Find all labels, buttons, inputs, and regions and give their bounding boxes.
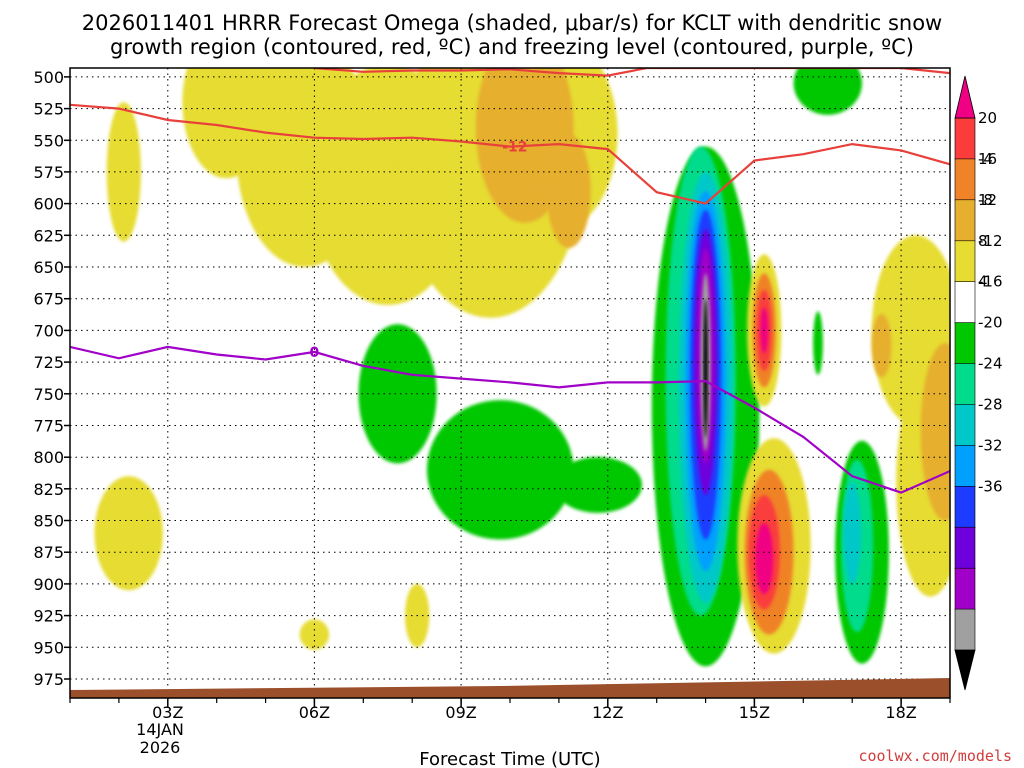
- y-tick-label-900: 900: [33, 575, 64, 594]
- colorbar-label-11: -24: [978, 355, 1003, 373]
- y-tick-label-600: 600: [33, 195, 64, 214]
- omega-contour-region-5: [182, 68, 271, 179]
- colorbar-label-6: -4: [978, 150, 993, 168]
- y-tick-label-800: 800: [33, 448, 64, 467]
- colorbar-swatch-1: [954, 117, 976, 160]
- contour-line-1: [70, 103, 950, 205]
- colorbar-arrow-bottom: [954, 649, 976, 691]
- y-tick-label-975: 975: [33, 670, 64, 689]
- y-tick-label-675: 675: [33, 290, 64, 309]
- omega-contour-region-40: [755, 523, 773, 595]
- contour-line-2: [314, 68, 950, 77]
- colorbar-swatch-13: [954, 608, 976, 651]
- omega-contour-region-20: [813, 311, 823, 375]
- chart-title-line-2: growth region (contoured, red, ºC) and f…: [110, 35, 914, 59]
- omega-contour-region-6: [106, 102, 141, 242]
- y-tick-label-700: 700: [33, 321, 64, 340]
- omega-contour-region-32: [843, 482, 861, 584]
- x-tick-label-06Z: 06Z: [299, 703, 330, 722]
- y-tick-label-775: 775: [33, 417, 64, 436]
- colorbar-swatch-7: [954, 363, 976, 406]
- y-tick-label-550: 550: [33, 131, 64, 150]
- colorbar-swatch-4: [954, 240, 976, 283]
- colorbar-label-10: -20: [978, 314, 1003, 332]
- date-label-year: 2026: [140, 738, 181, 757]
- x-axis-label: Forecast Time (UTC): [419, 749, 600, 768]
- colorbar-swatch-6: [954, 322, 976, 365]
- colorbar-swatch-5: [954, 281, 976, 324]
- omega-contour-region-15: [871, 313, 892, 378]
- y-tick-label-850: 850: [33, 512, 64, 531]
- date-label-day: 14JAN: [136, 720, 184, 739]
- y-axis: 500 525 550 575 600 625 650 675 700 725 750 775 800 8…: [33, 68, 70, 689]
- omega-contour-region-16: [358, 324, 437, 464]
- colorbar-label-7: -8: [978, 191, 993, 209]
- colorbar-label-3: 12: [978, 191, 997, 209]
- x-tick-label-03Z: 03Z: [152, 703, 183, 722]
- y-tick-label-875: 875: [33, 543, 64, 562]
- colorbar-label-1: 20: [978, 109, 997, 127]
- chart-title-line-1: 2026011401 HRRR Forecast Omega (shaded, …: [82, 11, 942, 35]
- y-tick-label-725: 725: [33, 353, 64, 372]
- x-axis: 03Z 06Z 09Z 12Z 15Z 18Z: [69, 698, 951, 722]
- y-tick-label-750: 750: [33, 385, 64, 404]
- y-tick-label-525: 525: [33, 100, 64, 119]
- terrain-surface: [70, 678, 950, 698]
- y-tick-label-500: 500: [33, 68, 64, 87]
- contour-label-1: -12: [502, 140, 527, 156]
- colorbar-swatch-11: [954, 526, 976, 569]
- omega-contour-region-18: [554, 457, 642, 513]
- y-tick-label-925: 925: [33, 607, 64, 626]
- colorbar-swatch-9: [954, 445, 976, 488]
- gridlines: [70, 68, 950, 698]
- y-tick-label-575: 575: [33, 163, 64, 182]
- omega-contour-region-14: [920, 343, 950, 521]
- contour-label-3: 0: [310, 345, 320, 361]
- x-tick-label-09Z: 09Z: [445, 703, 476, 722]
- omega-contour-region-8: [546, 134, 591, 248]
- colorbar-arrow-top: [954, 75, 976, 119]
- colorbar-label-4: 8: [978, 232, 988, 250]
- colorbar: 20 16 12 8 4 -4 -8 -12 -16 -20 -24 -28 -32 -36: [954, 75, 1003, 691]
- y-tick-label-650: 650: [33, 258, 64, 277]
- colorbar-swatch-12: [954, 567, 976, 610]
- contour-line-3: [70, 345, 950, 494]
- y-tick-label-625: 625: [33, 226, 64, 245]
- x-tick-label-18Z: 18Z: [885, 703, 916, 722]
- omega-contour-region-17: [426, 400, 574, 540]
- colorbar-label-14: -36: [978, 477, 1003, 495]
- colorbar-label-9: -16: [978, 273, 1003, 291]
- y-tick-label-825: 825: [33, 480, 64, 499]
- omega-contour-region-29: [703, 298, 708, 439]
- colorbar-label-12: -28: [978, 396, 1003, 414]
- colorbar-swatch-10: [954, 485, 976, 528]
- omega-contour-region-9: [94, 476, 163, 591]
- omega-contour-region-19: [793, 68, 862, 115]
- y-tick-label-950: 950: [33, 638, 64, 657]
- colorbar-label-8: -12: [978, 232, 1003, 250]
- colorbar-label-13: -32: [978, 436, 1003, 454]
- colorbar-swatch-3: [954, 199, 976, 242]
- x-tick-label-12Z: 12Z: [592, 703, 623, 722]
- source-credit: coolwx.com/models: [858, 747, 1012, 765]
- colorbar-swatch-2: [954, 158, 976, 201]
- colorbar-label-2: 16: [978, 150, 997, 168]
- colorbar-label-5: 4: [978, 273, 988, 291]
- temperature-contours: -12 0: [70, 68, 950, 494]
- x-tick-label-15Z: 15Z: [739, 703, 770, 722]
- colorbar-swatch-8: [954, 404, 976, 447]
- omega-shading: [94, 68, 950, 667]
